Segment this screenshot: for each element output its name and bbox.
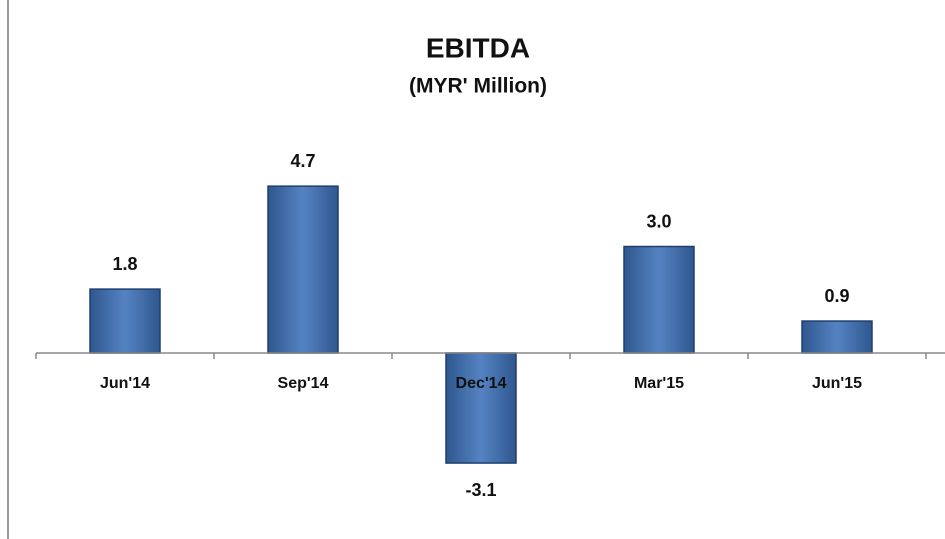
chart-subtitle: (MYR' Million): [409, 75, 547, 98]
chart-title: EBITDA: [426, 32, 530, 63]
x-tick-label: Sep'14: [278, 375, 329, 392]
bar: [89, 288, 161, 354]
x-tick-label: Jun'15: [812, 375, 862, 392]
data-label: 4.7: [290, 151, 315, 171]
bar: [445, 352, 517, 464]
bar: [801, 320, 873, 354]
data-label: 1.8: [112, 254, 137, 274]
data-label: 3.0: [646, 211, 671, 231]
data-label: 0.9: [824, 286, 849, 306]
x-tick-label: Jun'14: [100, 375, 150, 392]
bar: [623, 245, 695, 354]
x-tick-label: Mar'15: [634, 375, 684, 392]
data-label: -3.1: [465, 480, 496, 500]
x-tick-label: Dec'14: [456, 375, 507, 392]
bar: [267, 185, 339, 354]
